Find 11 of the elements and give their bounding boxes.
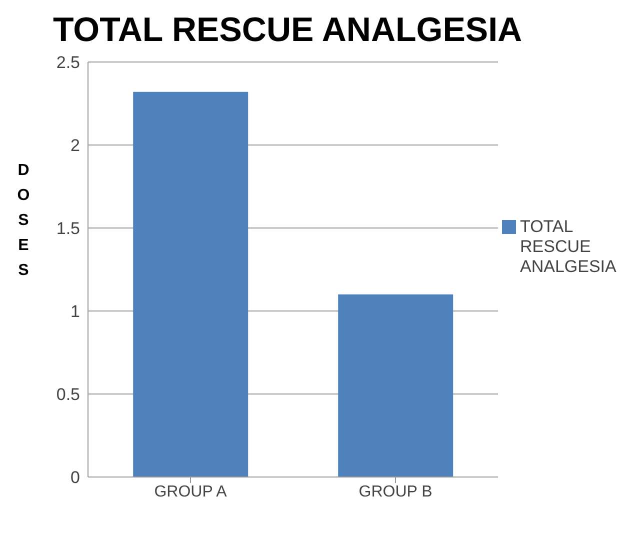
- y-axis-title: DOSES: [14, 162, 32, 287]
- y-tick-label: 1: [70, 302, 80, 322]
- x-tick-label: GROUP A: [154, 483, 228, 500]
- y-tick-label: 0.5: [56, 385, 80, 404]
- y-tick-label: 1.5: [56, 219, 80, 238]
- x-tick-label: GROUP B: [358, 483, 432, 500]
- chart-title: TOTAL RESCUE ANALGESIA: [53, 10, 524, 51]
- y-tick-label: 2.5: [56, 53, 80, 72]
- y-tick-label: 0: [70, 468, 80, 488]
- y-tick-label: 2: [70, 136, 80, 156]
- legend-label: TOTAL RESCUE ANALGESIA: [520, 217, 618, 277]
